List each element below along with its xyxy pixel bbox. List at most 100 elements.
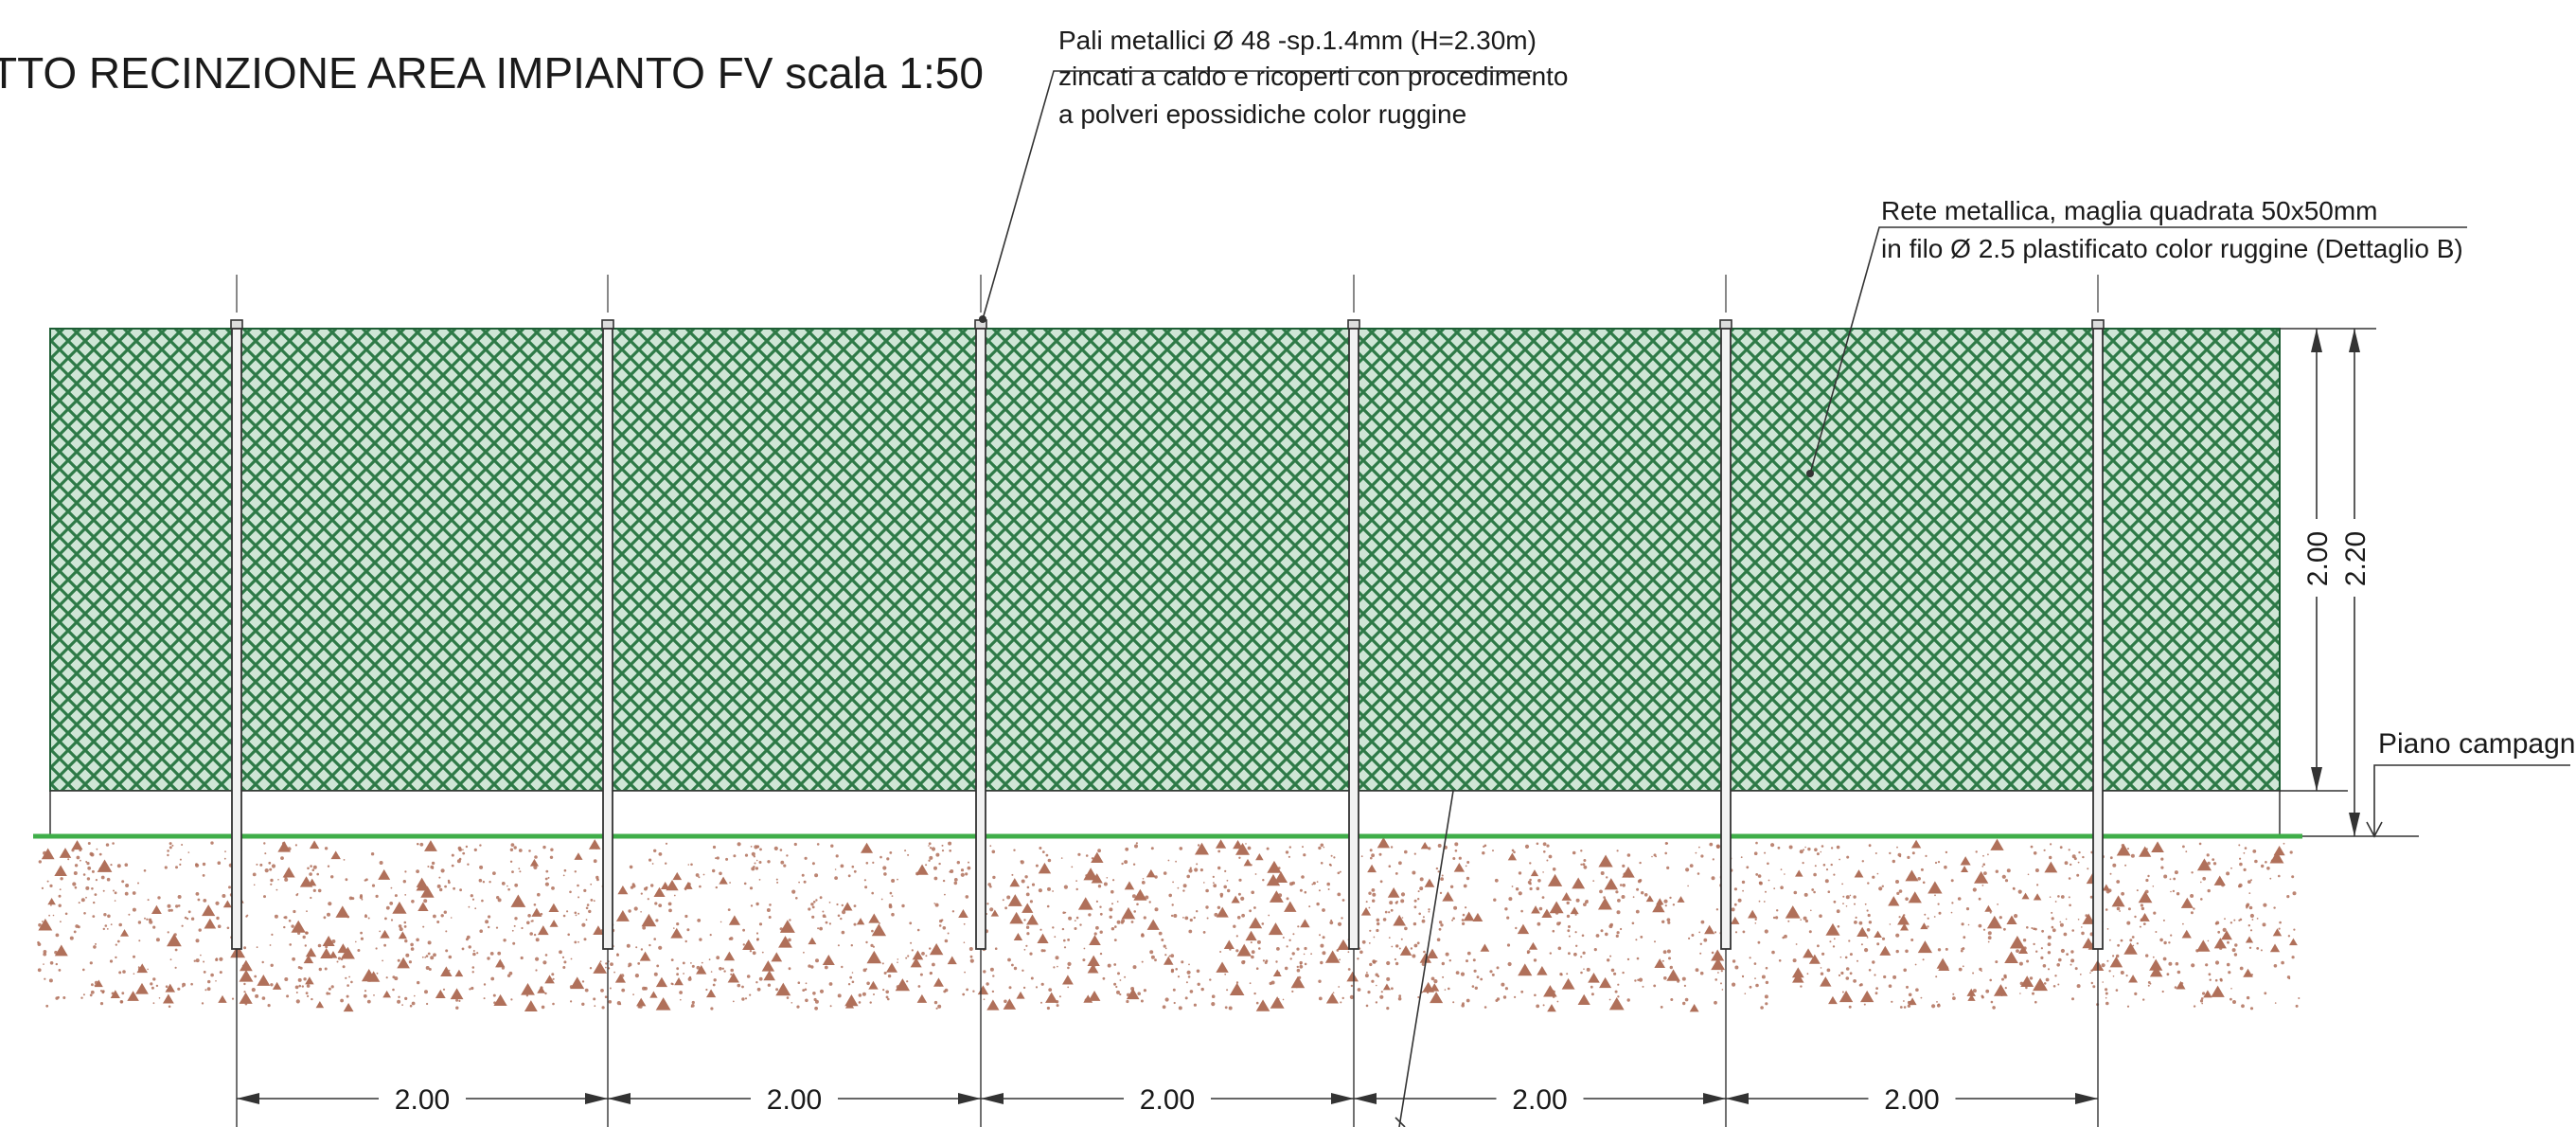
soil-grain [1357, 988, 1361, 992]
soil-grain [1126, 999, 1129, 1004]
soil-grain [2044, 861, 2058, 873]
soil-grain [756, 938, 759, 941]
soil-grain [1057, 965, 1058, 968]
soil-grain [989, 967, 994, 972]
soil-grain [2278, 927, 2281, 930]
soil-grain [2033, 942, 2035, 946]
soil-grain [1474, 986, 1479, 991]
soil-grain [788, 938, 791, 942]
soil-grain [1508, 897, 1513, 902]
soil-grain [243, 982, 246, 986]
soil-grain [1548, 854, 1553, 859]
soil-grain [1891, 1000, 1893, 1003]
soil-grain [416, 877, 428, 887]
soil-grain [1196, 910, 1199, 913]
soil-grain [2127, 848, 2129, 850]
soil-grain [114, 891, 117, 895]
soil-grain [1945, 850, 1948, 854]
soil-grain [1367, 991, 1371, 994]
soil-grain [1987, 940, 1990, 943]
soil-grain [1764, 994, 1768, 999]
soil-grain [1364, 974, 1369, 978]
soil-grain [1927, 917, 1929, 920]
soil-grain [1376, 918, 1380, 922]
soil-grain [190, 982, 193, 986]
soil-grain [1013, 849, 1016, 851]
soil-grain [1838, 974, 1841, 976]
soil-grain [1784, 873, 1785, 875]
soil-grain [423, 899, 428, 903]
soil-grain [1322, 936, 1325, 939]
soil-grain [436, 884, 441, 888]
soil-grain [2030, 845, 2034, 849]
soil-grain [1749, 985, 1752, 989]
soil-grain [1669, 896, 1672, 900]
soil-grain [1581, 934, 1585, 938]
soil-grain [2200, 997, 2204, 1000]
soil-grain [133, 955, 135, 958]
soil-grain [1211, 994, 1216, 998]
soil-grain [1938, 1003, 1940, 1006]
soil-grain [1872, 960, 1875, 964]
soil-grain [2105, 996, 2107, 999]
soil-grain [1022, 903, 1034, 913]
soil-grain [2248, 946, 2252, 949]
soil-grain [2057, 983, 2060, 986]
soil-grain [1845, 905, 1848, 907]
soil-grain [1379, 880, 1383, 884]
soil-grain [135, 982, 149, 994]
soil-grain [261, 996, 266, 1000]
soil-grain [304, 944, 307, 947]
soil-grain [1896, 846, 1898, 849]
soil-grain [713, 978, 717, 982]
soil-grain [115, 956, 117, 959]
soil-grain [1052, 926, 1055, 929]
soil-grain [2231, 948, 2236, 953]
soil-grain [2077, 861, 2080, 864]
soil-grain [768, 916, 772, 919]
soil-grain [811, 862, 815, 866]
soil-grain [983, 998, 986, 1000]
soil-grain [1143, 916, 1146, 920]
soil-grain [1872, 875, 1875, 879]
soil-grain [74, 864, 79, 868]
soil-grain [1711, 957, 1726, 971]
soil-grain [1250, 941, 1252, 944]
soil-grain [2112, 863, 2117, 868]
soil-grain [766, 908, 771, 912]
soil-grain [90, 852, 95, 857]
soil-grain [1300, 962, 1302, 965]
soil-grain [1935, 975, 1938, 978]
soil-grain [709, 934, 712, 937]
soil-grain [1626, 957, 1630, 961]
soil-grain [1062, 975, 1074, 985]
soil-grain [49, 961, 54, 965]
soil-grain [1866, 928, 1871, 932]
soil-grain [847, 983, 851, 986]
soil-grain [610, 962, 613, 966]
soil-grain [1372, 892, 1377, 897]
soil-grain [433, 914, 436, 919]
soil-grain [89, 993, 93, 997]
soil-grain [872, 945, 876, 948]
soil-grain [1974, 870, 1989, 884]
soil-grain [2211, 985, 2225, 997]
soil-grain [754, 862, 756, 865]
soil-grain [1764, 929, 1768, 934]
soil-grain [2047, 942, 2052, 946]
soil-grain [1753, 851, 1758, 855]
soil-grain [181, 924, 184, 927]
soil-grain [632, 993, 634, 995]
soil-grain [1619, 884, 1623, 886]
soil-grain [1895, 880, 1899, 884]
soil-grain [938, 862, 941, 866]
soil-grain [1792, 958, 1797, 963]
soil-grain [294, 844, 297, 847]
soil-grain [1249, 982, 1252, 985]
soil-grain [668, 908, 672, 913]
soil-grain [335, 905, 350, 918]
soil-grain [1607, 958, 1610, 962]
soil-grain [1742, 975, 1744, 978]
soil-grain [2074, 967, 2078, 971]
